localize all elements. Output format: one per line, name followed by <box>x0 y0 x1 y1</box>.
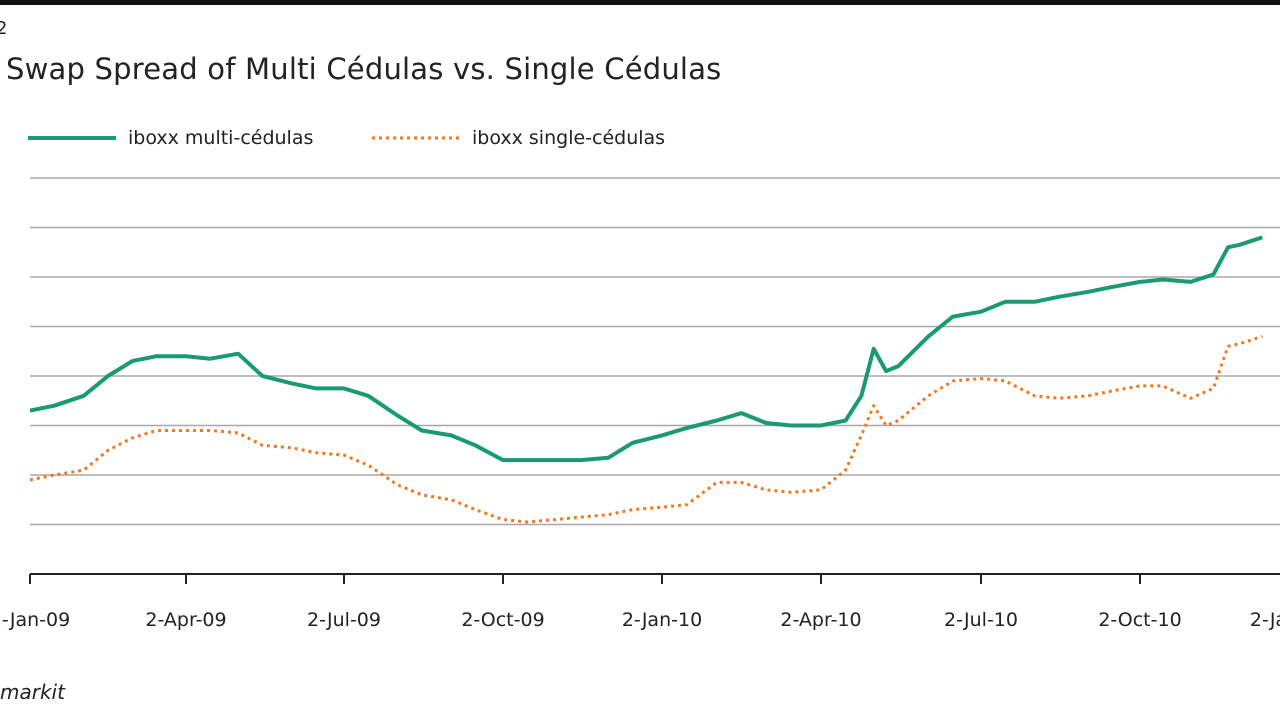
x-tick-label: 2-Jan-10 <box>622 609 702 631</box>
series-line-single-cedulas <box>29 334 1263 524</box>
x-axis: 2-Jan-09 2-Apr-09 2-Jul-09 2-Oct-09 2-Jan-10… <box>0 573 1280 631</box>
x-tick-label: 2-Oct-10 <box>1098 609 1181 631</box>
x-tick-label: 2-Apr-09 <box>145 609 226 631</box>
legend-label: iboxx single-cédulas <box>472 127 665 149</box>
gridlines <box>30 177 1280 526</box>
source-label: markit <box>0 680 65 704</box>
series-line-multi-cedulas <box>29 235 1263 463</box>
x-tick-label: 2-Jul-10 <box>944 609 1018 631</box>
legend-label: iboxx multi-cédulas <box>128 127 313 149</box>
figure-number: 2 <box>0 18 8 39</box>
legend: iboxx multi-cédulas iboxx single-cédulas <box>28 127 665 149</box>
x-tick-label: 2-Jul-09 <box>307 609 381 631</box>
x-tick-label: 2-Oct-09 <box>461 609 544 631</box>
chart-title: Swap Spread of Multi Cédulas vs. Single … <box>6 52 722 86</box>
x-tick-label: 2-Jan-09 <box>0 609 70 631</box>
series-group <box>29 235 1263 524</box>
top-rule <box>0 0 1280 5</box>
x-tick-label: 2-Apr-10 <box>780 609 861 631</box>
x-tick-label: 2-Jan-11 <box>1250 609 1280 631</box>
